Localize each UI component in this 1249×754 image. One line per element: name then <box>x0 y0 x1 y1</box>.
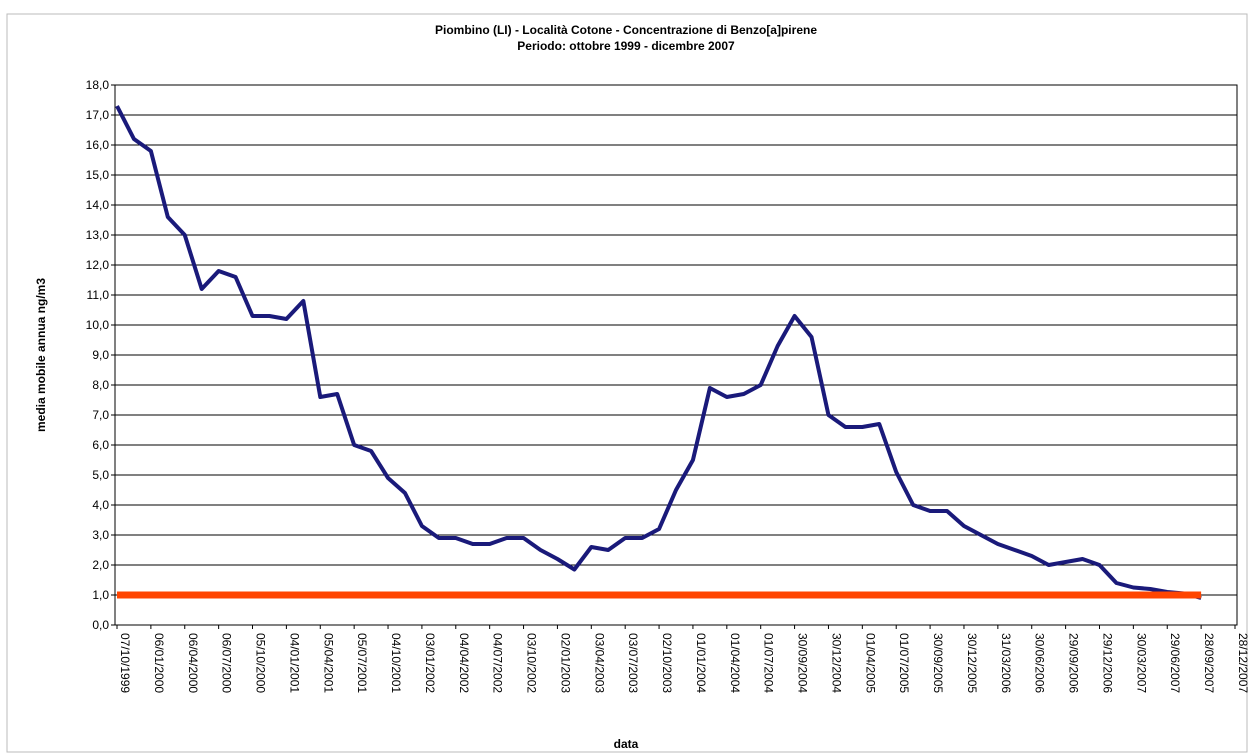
x-tick-label: 01/07/2004 <box>762 633 776 693</box>
x-tick-label: 29/06/2007 <box>1168 633 1182 693</box>
y-tick-label: 11,0 <box>87 288 110 302</box>
y-tick-label: 2,0 <box>92 558 109 572</box>
y-tick-label: 16,0 <box>86 138 110 152</box>
x-tick-label: 05/07/2001 <box>355 633 369 693</box>
x-tick-label: 30/12/2004 <box>829 633 843 693</box>
y-tick-label: 14,0 <box>86 198 110 212</box>
y-tick-label: 15,0 <box>86 168 110 182</box>
x-tick-label: 07/10/1999 <box>118 633 132 693</box>
series-line <box>115 105 1202 600</box>
y-tick-label: 1,0 <box>92 588 109 602</box>
x-tick-label: 06/01/2000 <box>152 633 166 693</box>
x-tick-label: 30/12/2005 <box>965 633 979 693</box>
y-tick-label: 7,0 <box>92 408 109 422</box>
y-tick-label: 3,0 <box>92 528 109 542</box>
x-tick-label: 02/10/2003 <box>660 633 674 693</box>
x-tick-label: 30/03/2007 <box>1134 633 1148 693</box>
x-tick-label: 03/01/2002 <box>423 633 437 693</box>
x-tick-label: 29/12/2006 <box>1100 633 1114 693</box>
x-tick-label: 04/04/2002 <box>457 633 471 693</box>
y-tick-label: 4,0 <box>92 498 109 512</box>
x-tick-label: 03/10/2002 <box>525 633 539 693</box>
x-tick-label: 01/07/2005 <box>897 633 911 693</box>
y-tick-label: 8,0 <box>92 378 109 392</box>
x-tick-label: 30/09/2004 <box>796 633 810 693</box>
x-tick-label: 31/03/2006 <box>999 633 1013 693</box>
y-tick-label: 5,0 <box>92 468 109 482</box>
x-tick-label: 05/04/2001 <box>321 633 335 693</box>
y-tick-label: 17,0 <box>86 108 110 122</box>
y-tick-label: 6,0 <box>92 438 109 452</box>
x-axis-label: data <box>614 737 639 751</box>
y-tick-label: 13,0 <box>86 228 110 242</box>
y-tick-label: 18,0 <box>86 78 110 92</box>
x-tick-label: 28/12/2007 <box>1236 633 1249 693</box>
x-tick-label: 01/04/2004 <box>728 633 742 693</box>
x-tick-label: 28/09/2007 <box>1202 633 1216 693</box>
x-tick-label: 03/04/2003 <box>592 633 606 693</box>
y-tick-label: 12,0 <box>86 258 110 272</box>
x-tick-label: 04/01/2001 <box>287 633 301 693</box>
x-tick-label: 02/01/2003 <box>558 633 572 693</box>
x-tick-label: 06/04/2000 <box>186 633 200 693</box>
x-tick-label: 30/06/2006 <box>1033 633 1047 693</box>
y-tick-label: 10,0 <box>86 318 110 332</box>
x-tick-label: 30/09/2005 <box>931 633 945 693</box>
x-tick-label: 03/07/2003 <box>626 633 640 693</box>
x-tick-label: 29/09/2006 <box>1067 633 1081 693</box>
chart-title: Piombino (LI) - Località Cotone - Concen… <box>435 23 817 37</box>
y-tick-label: 0,0 <box>92 618 109 632</box>
y-axis-label: media mobile annua ng/m3 <box>34 278 48 432</box>
y-tick-label: 9,0 <box>92 348 109 362</box>
x-tick-label: 05/10/2000 <box>254 633 268 693</box>
x-tick-label: 01/04/2005 <box>863 633 877 693</box>
x-tick-label: 01/01/2004 <box>694 633 708 693</box>
x-tick-label: 06/07/2000 <box>220 633 234 693</box>
chart-subtitle: Periodo: ottobre 1999 - dicembre 2007 <box>517 39 735 53</box>
x-tick-label: 04/07/2002 <box>491 633 505 693</box>
x-tick-label: 04/10/2001 <box>389 633 403 693</box>
